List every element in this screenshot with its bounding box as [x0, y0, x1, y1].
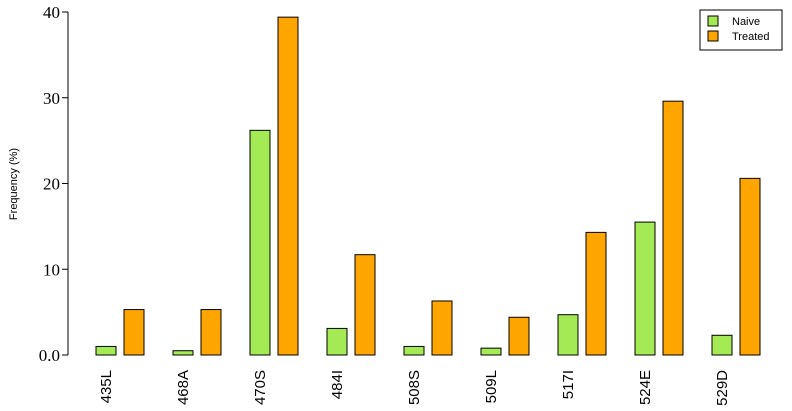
bar: [403, 345, 425, 356]
y-tick-label: 30: [43, 89, 60, 108]
x-tick-label: 517I: [560, 370, 577, 399]
bar: [200, 309, 222, 356]
y-tick-label: 0.0: [39, 346, 60, 365]
x-tick-label: 508S: [406, 370, 423, 405]
bar: [326, 327, 348, 356]
bar: [711, 334, 733, 356]
legend-label: Naive: [732, 16, 760, 28]
x-tick-label: 524E: [637, 370, 654, 405]
x-tick-label: 435L: [98, 370, 115, 403]
bar: [172, 350, 194, 356]
x-tick-label: 468A: [175, 370, 192, 405]
y-tick-label: 40: [43, 3, 60, 22]
bar: [431, 300, 453, 356]
bar: [634, 221, 656, 356]
y-tick-label: 10: [43, 260, 60, 279]
bar: [508, 316, 530, 356]
bar: [585, 231, 607, 356]
x-tick-label: 470S: [252, 370, 269, 405]
bar: [739, 177, 761, 356]
bar: [662, 100, 684, 356]
bar: [480, 347, 502, 356]
y-tick-label: 20: [43, 175, 60, 194]
x-tick-label: 509L: [483, 370, 500, 403]
x-tick-label: 529D: [714, 370, 731, 406]
x-tick-label: 484I: [329, 370, 346, 399]
bar: [249, 129, 271, 356]
legend-swatch: [707, 15, 719, 27]
bar: [95, 345, 117, 356]
y-axis-label: Frequency (%): [8, 148, 20, 220]
bar: [277, 16, 299, 356]
bar: [557, 314, 579, 356]
bar: [123, 309, 145, 356]
bar: [354, 254, 376, 356]
legend-label: Treated: [732, 31, 770, 43]
legend-swatch: [707, 30, 719, 42]
